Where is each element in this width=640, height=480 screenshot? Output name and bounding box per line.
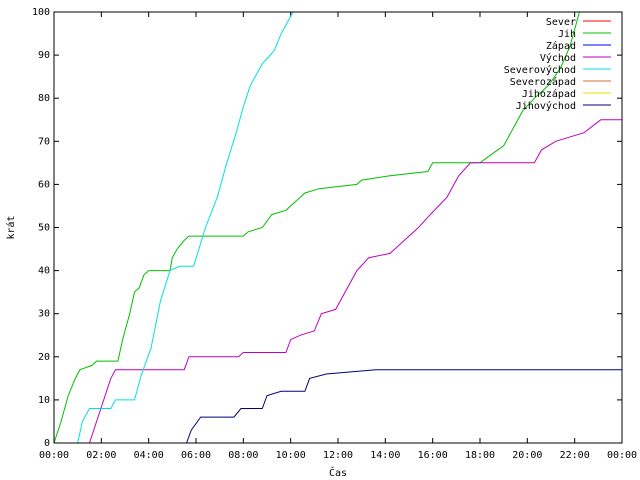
y-tick-label: 0 [44, 438, 50, 449]
x-tick-label: 18:00 [465, 450, 495, 461]
x-tick-label: 00:00 [39, 450, 69, 461]
legend-label: Sever [546, 17, 576, 28]
x-tick-label: 06:00 [181, 450, 211, 461]
legend-label: Západ [546, 40, 576, 52]
legend-label: Jih [558, 29, 576, 40]
x-tick-label: 16:00 [418, 450, 448, 461]
y-tick-label: 20 [38, 352, 50, 363]
ticks-layer: 0 10 20 30 40 50 60 70 80 90 100 00:00 02:00 04:00 06:… [32, 7, 637, 461]
y-tick-label: 40 [38, 266, 50, 277]
legend: SeverJihZápadVýchodSeverovýchodSeverozáp… [504, 17, 611, 112]
y-tick-label: 100 [32, 7, 50, 18]
y-tick-label: 30 [38, 309, 50, 320]
x-tick-label: 00:00 [607, 450, 637, 461]
x-tick-label: 14:00 [370, 450, 400, 461]
y-tick-label: 90 [38, 50, 50, 61]
y-tick-label: 80 [38, 93, 50, 104]
series-layer [53, 11, 622, 444]
y-tick-label: 50 [38, 223, 50, 234]
series-line-4 [77, 11, 294, 444]
plot-frame [53, 11, 623, 444]
y-tick-label: 70 [38, 136, 50, 147]
legend-label: Jihovýchod [516, 100, 576, 112]
legend-label: Severovýchod [504, 64, 576, 76]
x-tick-label: 12:00 [323, 450, 353, 461]
x-tick-label: 20:00 [512, 450, 542, 461]
y-tick-label: 10 [38, 395, 50, 406]
x-tick-label: 10:00 [276, 450, 306, 461]
legend-label: Východ [540, 52, 576, 64]
y-tick-label: 60 [38, 179, 50, 190]
legend-label: Jihozápad [522, 88, 576, 100]
series-line-1 [53, 11, 580, 444]
y-axis-label: krát [5, 215, 17, 239]
x-tick-label: 22:00 [560, 450, 590, 461]
x-tick-label: 02:00 [86, 450, 116, 461]
x-tick-label: 04:00 [134, 450, 164, 461]
legend-label: Severozápad [510, 76, 576, 88]
x-tick-label: 08:00 [228, 450, 258, 461]
series-line-3 [89, 119, 622, 444]
series-line-7 [186, 369, 622, 444]
x-axis-label: Čas [329, 466, 347, 479]
